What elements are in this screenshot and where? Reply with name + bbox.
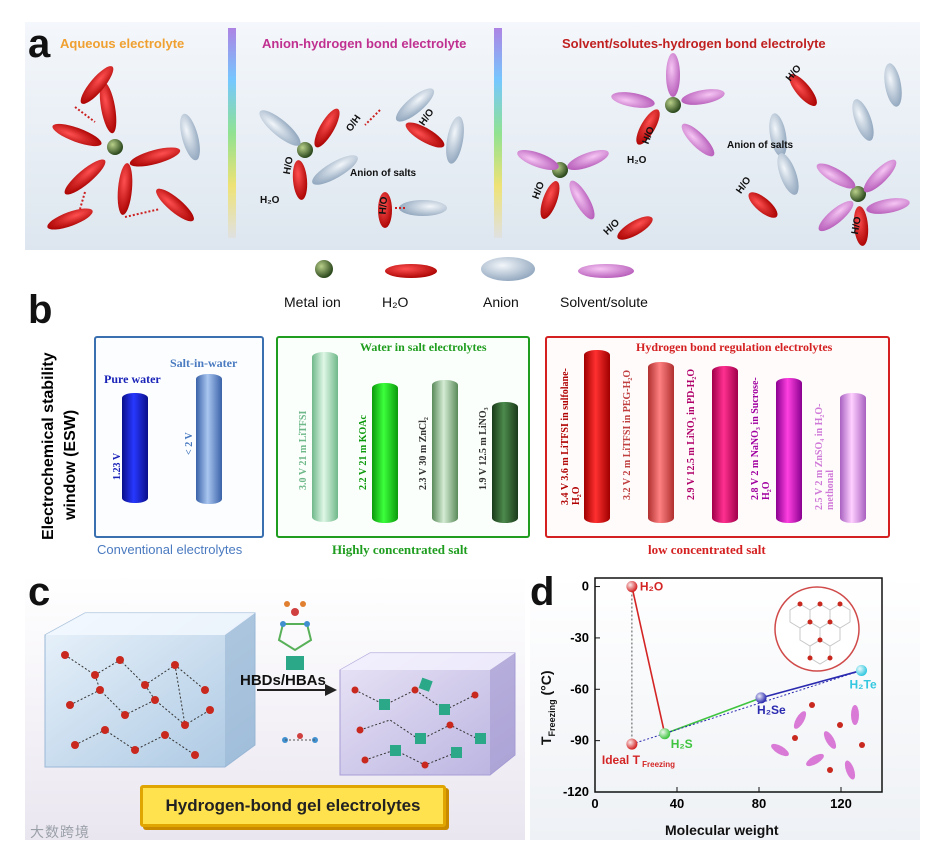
cyl-sucrose: [776, 378, 802, 523]
panel-c-letter: c: [28, 570, 51, 614]
point-label-3: H₂Te: [850, 677, 877, 691]
dotted-ideal-h2te: [631, 669, 862, 745]
aqueous-cluster: [47, 66, 200, 230]
foot-highly-concentrated: Highly concentrated salt: [332, 542, 468, 557]
point-highlight-2: [755, 692, 767, 704]
chart-ylabel: TFreezing (°C): [538, 670, 557, 745]
legend-water: H₂O: [382, 294, 409, 310]
cyl-lino3-wis: [492, 402, 518, 523]
panel-a-divider-1: [228, 28, 236, 238]
salt-in-water-head: Salt-in-water: [170, 356, 238, 370]
cyl-litfsi: [312, 352, 338, 522]
anion-cluster: [259, 88, 464, 228]
x-tick-label: 120: [830, 796, 852, 811]
label-h2o-1: H₂O: [260, 195, 280, 206]
solvent-cluster-1: [517, 150, 653, 240]
ylabel-unit: (°C): [538, 670, 554, 700]
line-h2se-h2te: [760, 669, 862, 699]
title-hydrogen-bond: Hydrogen bond regulation electrolytes: [636, 340, 833, 354]
foot-conventional: Conventional electrolytes: [97, 542, 243, 557]
y-tick-label: 0: [582, 579, 589, 594]
legend-solvent: Solvent/solute: [560, 294, 648, 310]
point-label-0: H₂O: [640, 580, 663, 594]
point-label-4: Ideal T Freezing: [602, 753, 675, 769]
crystal-inset-icon: [774, 586, 860, 672]
y-tick-label: -120: [563, 784, 589, 799]
panel-a-title-anion: Anion-hydrogen bond electrolyte: [262, 36, 467, 51]
panel-a-title-solvent: Solvent/solutes-hydrogen bond electrolyt…: [562, 36, 826, 51]
panel-b-letter: b: [28, 288, 53, 332]
legend-metal-ion: Metal ion: [284, 294, 341, 310]
x-tick-label: 80: [752, 796, 766, 811]
line-h2o-h2s: [631, 586, 666, 734]
y-tick-label: -90: [570, 733, 589, 748]
cyl-salt-in-water: [196, 374, 222, 504]
cyl-pd: [712, 366, 738, 523]
watermark: 大数跨境: [30, 824, 90, 840]
label-anion-salts-1: Anion of salts: [350, 168, 417, 179]
point-highlight-1: [659, 728, 671, 740]
chart-xlabel: Molecular weight: [665, 822, 779, 838]
molecule-cluster-icon: [771, 702, 865, 780]
x-tick-label: 40: [670, 796, 684, 811]
foot-low-concentrated: low concentrated salt: [648, 542, 766, 557]
panel-a-title-aqueous: Aqueous electrolyte: [60, 36, 185, 51]
panel-a-letter: a: [28, 22, 51, 66]
panel-d-letter: d: [530, 570, 555, 614]
y-tick-label: -60: [570, 681, 589, 696]
legend-shapes: [315, 257, 634, 281]
point-highlight-4: [626, 738, 638, 750]
y-tick-label: -30: [570, 630, 589, 645]
solvent-cluster-3: [777, 153, 910, 246]
point-label-1: H₂S: [671, 737, 693, 751]
x-tick-label: 0: [591, 796, 598, 811]
point-highlight-3: [856, 664, 867, 676]
arrow-label-hbds: HBDs/HBAs: [240, 672, 326, 689]
cyl-koac: [372, 383, 398, 523]
line-h2s-h2se: [664, 697, 762, 735]
cyl-peg: [648, 362, 674, 523]
point-label-sub: Freezing: [640, 760, 675, 769]
pure-water-head: Pure water: [104, 372, 161, 386]
panel-a-divider-2: [494, 28, 502, 238]
point-highlight-0: [626, 581, 638, 593]
panel-c-gels: [44, 601, 516, 776]
banner-hydrogen-bond-gel: Hydrogen-bond gel electrolytes: [140, 785, 446, 827]
legend-anion: Anion: [483, 294, 519, 310]
cyl-methonal: [840, 393, 866, 523]
ylabel-sub: Freezing: [546, 699, 557, 737]
point-label-2: H₂Se: [757, 703, 786, 717]
label-h2o-2: H₂O: [627, 155, 647, 166]
panel-a-molecules: [47, 53, 910, 281]
ylabel-main: T: [538, 736, 554, 745]
title-water-in-salt: Water in salt electrolytes: [360, 340, 487, 354]
chart-frame: [594, 577, 883, 793]
cyl-pure-water: [122, 393, 148, 503]
label-anion-salts-2: Anion of salts: [727, 140, 794, 151]
cyl-sulfolane: [584, 350, 610, 523]
cyl-zncl2: [432, 380, 458, 523]
solvent-cluster-2: [611, 53, 902, 218]
